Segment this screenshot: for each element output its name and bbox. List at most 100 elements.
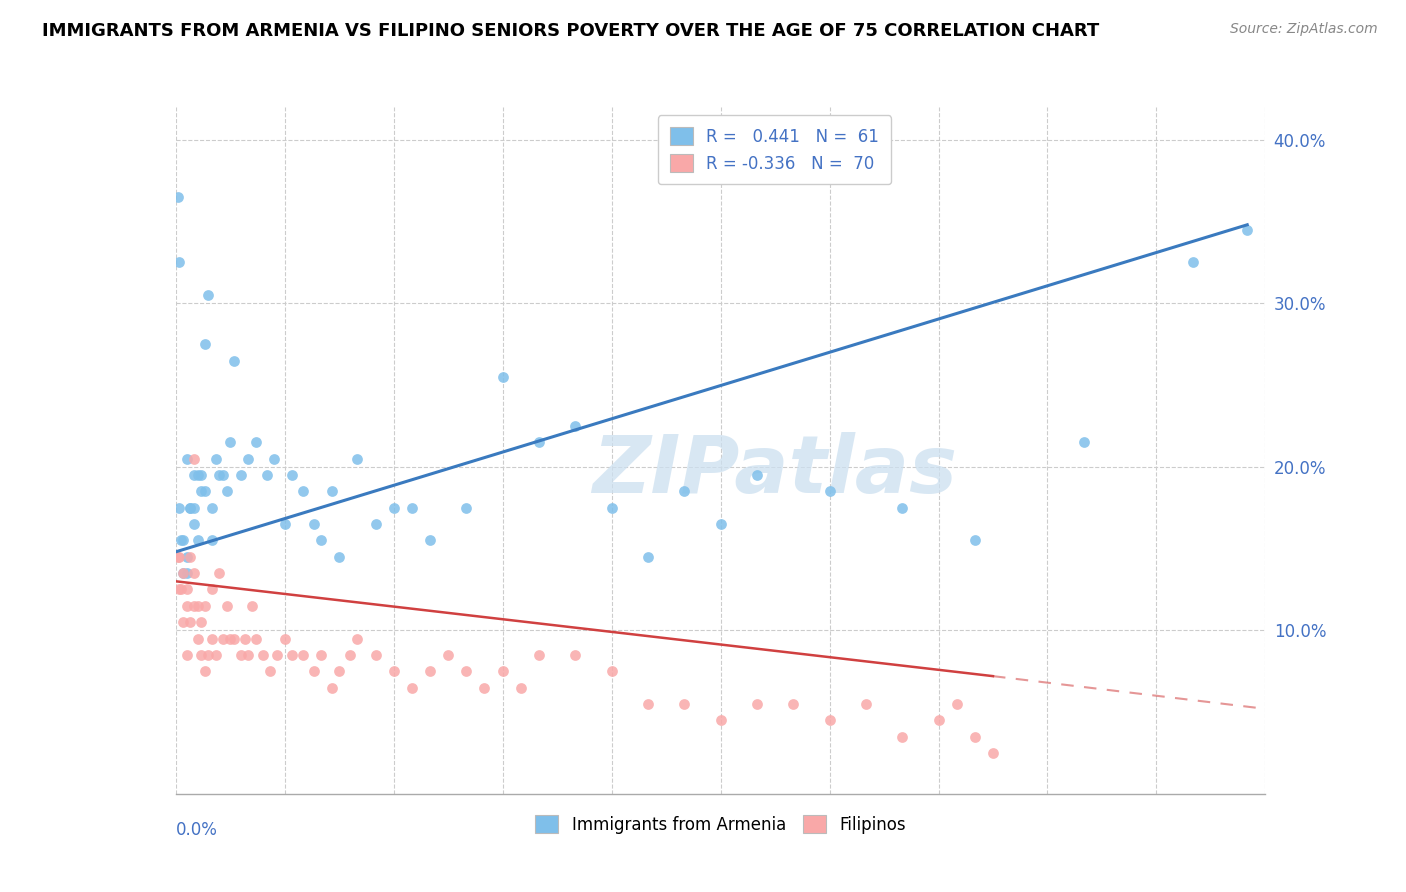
Point — [176, 599, 198, 613]
Point — [194, 337, 217, 351]
Point — [233, 632, 256, 646]
Point — [456, 500, 478, 515]
Point — [238, 451, 260, 466]
Point — [201, 533, 224, 548]
Point — [1181, 255, 1204, 269]
Point — [509, 681, 531, 695]
Point — [172, 566, 194, 580]
Point — [176, 451, 198, 466]
Point — [169, 549, 191, 564]
Point — [212, 467, 235, 482]
Point — [281, 467, 304, 482]
Point — [219, 435, 242, 450]
Point — [190, 484, 212, 499]
Text: 0.0%: 0.0% — [176, 822, 218, 839]
Point — [818, 484, 841, 499]
Point — [194, 484, 217, 499]
Point — [252, 648, 274, 662]
Point — [204, 648, 226, 662]
Point — [527, 648, 550, 662]
Point — [231, 467, 253, 482]
Point — [437, 648, 460, 662]
Point — [981, 746, 1004, 760]
Point — [419, 533, 441, 548]
Point — [222, 632, 245, 646]
Point — [245, 435, 267, 450]
Point — [176, 566, 198, 580]
Point — [259, 664, 281, 679]
Point — [710, 714, 733, 728]
Point — [274, 516, 297, 531]
Point — [194, 599, 217, 613]
Point — [166, 549, 188, 564]
Point — [321, 681, 343, 695]
Point — [266, 648, 288, 662]
Point — [302, 516, 325, 531]
Point — [208, 566, 231, 580]
Point — [564, 418, 586, 433]
Point — [346, 451, 368, 466]
Point — [186, 599, 209, 613]
Point — [186, 467, 209, 482]
Point — [176, 582, 198, 597]
Point — [891, 500, 914, 515]
Point — [183, 467, 205, 482]
Point — [256, 467, 278, 482]
Point — [179, 615, 201, 630]
Point — [855, 697, 877, 711]
Point — [208, 467, 231, 482]
Point — [291, 648, 314, 662]
Point — [891, 730, 914, 744]
Point — [179, 500, 201, 515]
Point — [274, 632, 297, 646]
Point — [263, 451, 285, 466]
Point — [166, 190, 188, 204]
Text: Source: ZipAtlas.com: Source: ZipAtlas.com — [1230, 22, 1378, 37]
Legend: Immigrants from Armenia, Filipinos: Immigrants from Armenia, Filipinos — [529, 808, 912, 840]
Point — [673, 484, 696, 499]
Point — [201, 500, 224, 515]
Point — [600, 500, 623, 515]
Point — [183, 599, 205, 613]
Point — [401, 681, 423, 695]
Point — [215, 484, 238, 499]
Point — [710, 516, 733, 531]
Point — [190, 615, 212, 630]
Point — [179, 500, 201, 515]
Point — [169, 582, 191, 597]
Point — [945, 697, 967, 711]
Point — [1236, 222, 1258, 236]
Point — [346, 632, 368, 646]
Point — [637, 697, 659, 711]
Point — [183, 451, 205, 466]
Point — [176, 549, 198, 564]
Point — [219, 632, 242, 646]
Point — [364, 516, 387, 531]
Point — [564, 648, 586, 662]
Point — [963, 533, 986, 548]
Point — [222, 353, 245, 368]
Point — [183, 500, 205, 515]
Point — [321, 484, 343, 499]
Point — [328, 664, 350, 679]
Point — [963, 730, 986, 744]
Point — [204, 451, 226, 466]
Point — [238, 648, 260, 662]
Point — [172, 615, 194, 630]
Point — [190, 467, 212, 482]
Point — [364, 648, 387, 662]
Point — [818, 714, 841, 728]
Text: IMMIGRANTS FROM ARMENIA VS FILIPINO SENIORS POVERTY OVER THE AGE OF 75 CORRELATI: IMMIGRANTS FROM ARMENIA VS FILIPINO SENI… — [42, 22, 1099, 40]
Point — [169, 500, 191, 515]
Point — [240, 599, 263, 613]
Point — [172, 566, 194, 580]
Point — [194, 664, 217, 679]
Point — [600, 664, 623, 679]
Point — [201, 632, 224, 646]
Point — [527, 435, 550, 450]
Point — [281, 648, 304, 662]
Point — [169, 255, 191, 269]
Point — [309, 648, 332, 662]
Point — [245, 632, 267, 646]
Point — [190, 648, 212, 662]
